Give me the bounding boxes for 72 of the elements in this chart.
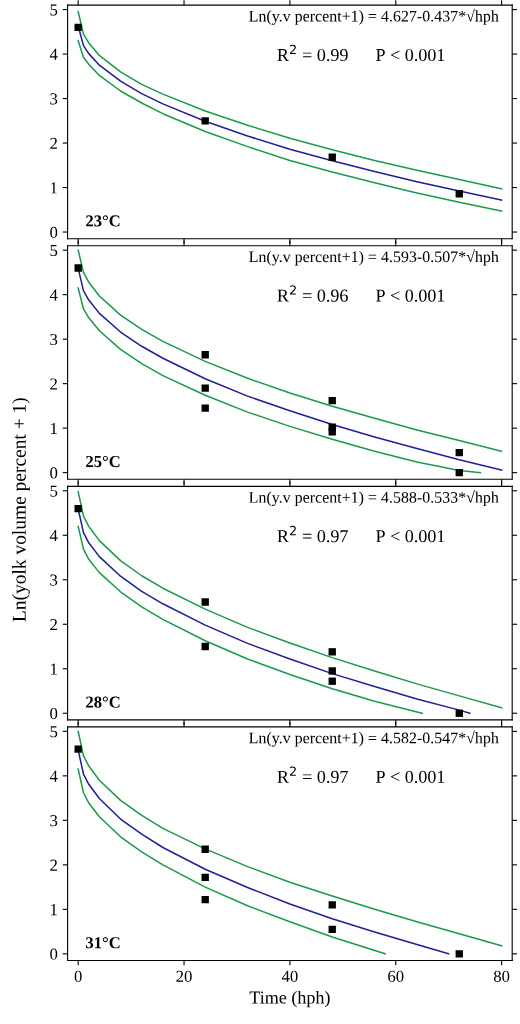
point [201, 598, 209, 606]
point [328, 396, 336, 405]
annotation: Ln(y.v percent+1) = 4.593-0.507*√hph [249, 249, 499, 266]
x-tick-label: 80 [493, 970, 510, 982]
x-tick-label: 20 [176, 970, 192, 982]
annotation: 31°C [86, 937, 120, 949]
point [201, 895, 209, 904]
point [201, 404, 209, 412]
point [328, 648, 336, 656]
y-axis-title: Ln(yolk volume percent + 1) [12, 398, 30, 622]
y-tick-label: 3 [50, 93, 58, 105]
point [328, 901, 336, 909]
y-tick-label: 4 [49, 289, 58, 301]
point [455, 190, 463, 198]
x-axis-title: Time (hph) [249, 990, 330, 1008]
y-tick-label: 0 [50, 467, 58, 479]
point [328, 667, 336, 675]
y-tick-label: 2 [50, 378, 57, 390]
y-tick-label: 1 [51, 182, 57, 194]
y-tick-label: 5 [50, 4, 58, 16]
annotation: R$^{2}$ = 0.97 P < 0.001 [277, 766, 445, 783]
y-tick-label: 4 [49, 770, 58, 782]
y-tick-label: 0 [50, 948, 58, 960]
point [455, 468, 463, 477]
point [328, 677, 336, 685]
point [455, 709, 463, 717]
y-tick-label: 1 [51, 904, 57, 916]
line-series [77, 768, 386, 955]
point [328, 428, 336, 436]
y-tick-label: 0 [50, 226, 58, 238]
point [201, 384, 209, 392]
annotation: Ln(y.v percent+1) = 4.627-0.437*√hph [249, 8, 499, 25]
y-tick-label: 2 [50, 859, 57, 871]
point [74, 264, 82, 272]
point [74, 23, 82, 32]
y-tick-label: 3 [50, 574, 58, 586]
y-tick-label: 0 [50, 707, 58, 720]
point [328, 153, 336, 161]
point [201, 642, 209, 651]
y-tick-label: 2 [50, 137, 57, 149]
point [201, 845, 209, 853]
y-tick-label: 3 [50, 333, 58, 346]
point [455, 448, 463, 457]
y-tick-label: 1 [51, 422, 57, 434]
y-tick-label: 1 [51, 663, 57, 675]
y-tick-label: 5 [50, 726, 58, 738]
x-tick-label: 60 [388, 970, 404, 982]
y-tick-label: 2 [50, 619, 57, 631]
y-tick-label: 5 [50, 245, 58, 257]
x-tick-label: 40 [281, 970, 298, 982]
y-tick-label: 4 [49, 48, 58, 60]
y-tick-label: 5 [50, 485, 58, 497]
annotation: 25°C [86, 455, 120, 468]
point [328, 925, 336, 934]
point [74, 504, 82, 513]
annotation: 28°C [86, 696, 120, 708]
y-tick-label: 3 [50, 815, 58, 827]
line-series [77, 490, 503, 709]
annotation: R$^{2}$ = 0.97 P < 0.001 [277, 525, 445, 543]
annotation: Ln(y.v percent+1) = 4.588-0.533*√hph [249, 489, 499, 507]
x-tick-label: 0 [74, 970, 82, 982]
point [74, 745, 82, 753]
point [455, 950, 463, 958]
y-tick-label: 4 [49, 530, 58, 542]
line-series [77, 730, 503, 947]
annotation: R$^{2}$ = 0.96 P < 0.001 [277, 285, 445, 302]
annotation: 23°C [86, 215, 120, 227]
point [201, 351, 209, 359]
annotation: Ln(y.v percent+1) = 4.582-0.547*√hph [249, 730, 499, 747]
annotation: R$^{2}$ = 0.99 P < 0.001 [277, 44, 445, 62]
point [201, 873, 209, 881]
point [201, 117, 209, 125]
